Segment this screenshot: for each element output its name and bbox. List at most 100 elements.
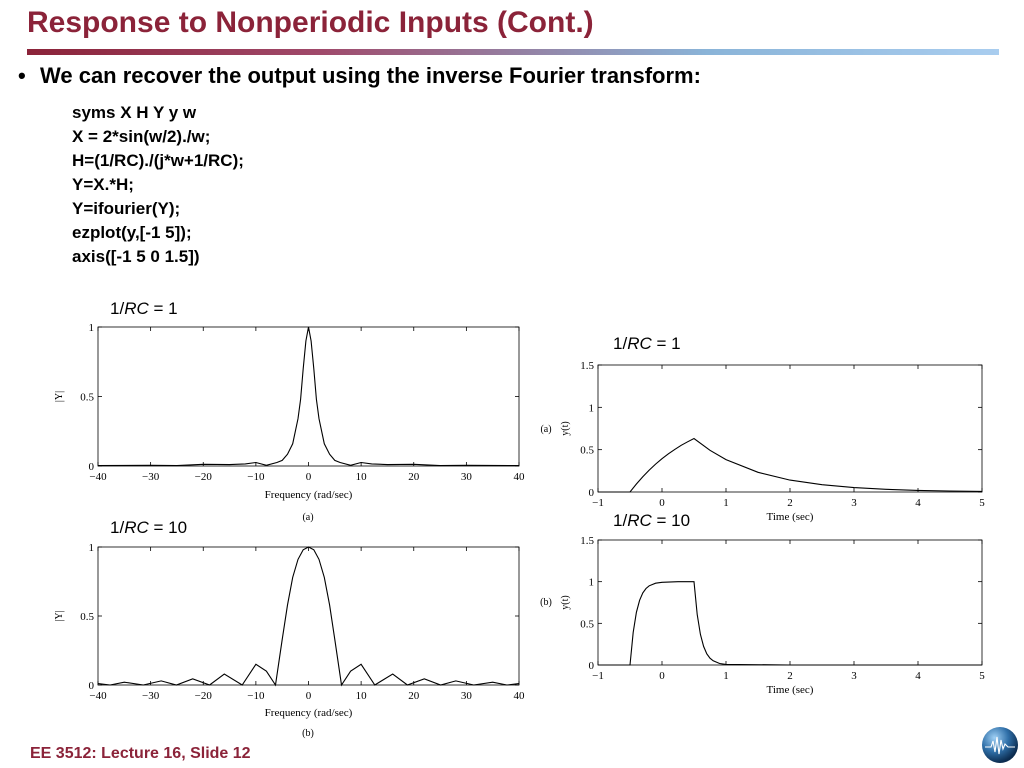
data-point xyxy=(282,639,283,640)
data-point xyxy=(313,368,314,369)
y-axis-label: |Y| xyxy=(54,391,65,402)
data-point xyxy=(982,665,983,666)
data-point xyxy=(886,489,887,490)
y-tick-label: 0.5 xyxy=(80,392,94,404)
data-point xyxy=(413,464,414,465)
x-tick-label: 0 xyxy=(306,690,312,702)
data-point xyxy=(350,671,351,672)
data-point xyxy=(229,464,230,465)
data-point xyxy=(662,458,663,459)
data-point xyxy=(324,577,325,578)
data-point xyxy=(334,639,335,640)
figure-caption: (a) xyxy=(540,424,551,435)
x-tick-label: 4 xyxy=(915,670,921,682)
y-tick-label: 1 xyxy=(89,322,95,334)
data-point xyxy=(466,465,467,466)
x-tick-label: 5 xyxy=(979,670,985,682)
y-tick-label: 1.5 xyxy=(580,360,594,372)
data-point xyxy=(110,685,111,686)
data-point xyxy=(636,483,637,484)
data-point xyxy=(313,549,314,550)
data-point xyxy=(303,368,304,369)
data-point xyxy=(341,685,342,686)
data-point xyxy=(854,665,855,666)
data-point xyxy=(982,491,983,492)
x-tick-label: 10 xyxy=(356,471,368,483)
x-tick-label: 20 xyxy=(408,690,420,702)
data-point xyxy=(492,682,493,683)
data-point xyxy=(371,463,372,464)
data-point xyxy=(710,450,711,451)
data-point xyxy=(361,462,362,463)
x-tick-label: 30 xyxy=(461,471,473,483)
slide-title: Response to Nonperiodic Inputs (Cont.) xyxy=(27,6,594,39)
data-point xyxy=(287,454,288,455)
data-point xyxy=(678,581,679,582)
data-point xyxy=(918,665,919,666)
data-point xyxy=(694,438,695,439)
data-point xyxy=(98,683,99,684)
data-point xyxy=(316,399,317,400)
data-point xyxy=(305,340,306,341)
data-point xyxy=(192,678,193,679)
title-underline xyxy=(27,49,999,55)
data-point xyxy=(506,685,507,686)
data-point xyxy=(703,646,704,647)
data-point xyxy=(519,465,520,466)
data-point xyxy=(455,680,456,681)
x-tick-label: 0 xyxy=(306,471,312,483)
data-point xyxy=(649,470,650,471)
data-point xyxy=(710,658,711,659)
data-point xyxy=(245,463,246,464)
x-tick-label: 30 xyxy=(461,690,473,702)
data-point xyxy=(440,465,441,466)
series-line xyxy=(598,437,983,493)
data-point xyxy=(329,454,330,455)
x-tick-label: 0 xyxy=(659,497,665,509)
data-point xyxy=(697,614,698,615)
time-a-parameter-label: 1/RC = 1 xyxy=(613,334,681,353)
data-point xyxy=(300,399,301,400)
data-point xyxy=(176,465,177,466)
data-point xyxy=(700,634,701,635)
data-point xyxy=(319,418,320,419)
x-tick-label: −40 xyxy=(89,471,107,483)
data-point xyxy=(292,443,293,444)
series-line xyxy=(97,546,520,687)
data-point xyxy=(633,632,634,633)
plot-frame xyxy=(597,539,983,666)
data-point xyxy=(143,685,144,686)
x-tick-label: −20 xyxy=(195,690,213,702)
data-point xyxy=(150,465,151,466)
x-tick-label: 40 xyxy=(514,690,526,702)
x-tick-label: −30 xyxy=(142,471,160,483)
x-tick-label: 1 xyxy=(723,497,729,509)
y-tick-label: 0 xyxy=(89,680,95,692)
figure-caption: (b) xyxy=(302,728,314,739)
freq-b-parameter-label: 1/RC = 10 xyxy=(110,518,188,537)
x-tick-label: −1 xyxy=(592,670,604,682)
y-tick-label: 0 xyxy=(589,660,595,672)
x-tick-label: 4 xyxy=(915,497,921,509)
data-point xyxy=(303,549,304,550)
data-point xyxy=(719,663,720,664)
code-line: H=(1/RC)./(j*w+1/RC); xyxy=(72,151,244,170)
bullet-text: We can recover the output using the inve… xyxy=(40,63,701,88)
data-point xyxy=(854,487,855,488)
data-point xyxy=(706,653,707,654)
x-tick-label: 3 xyxy=(851,497,857,509)
data-point xyxy=(642,476,643,477)
y-axis-label: y(t) xyxy=(560,595,571,609)
data-point xyxy=(275,685,276,686)
data-point xyxy=(308,327,309,328)
x-tick-label: −20 xyxy=(195,471,213,483)
x-tick-label: −30 xyxy=(142,690,160,702)
time-b-parameter-label: 1/RC = 10 xyxy=(613,511,691,530)
freq-a-parameter-label: 1/RC = 1 xyxy=(110,299,178,318)
data-point xyxy=(98,465,99,466)
data-point xyxy=(374,685,375,686)
data-point xyxy=(255,664,256,665)
series-line xyxy=(97,326,520,467)
y-axis-label: |Y| xyxy=(54,610,65,621)
